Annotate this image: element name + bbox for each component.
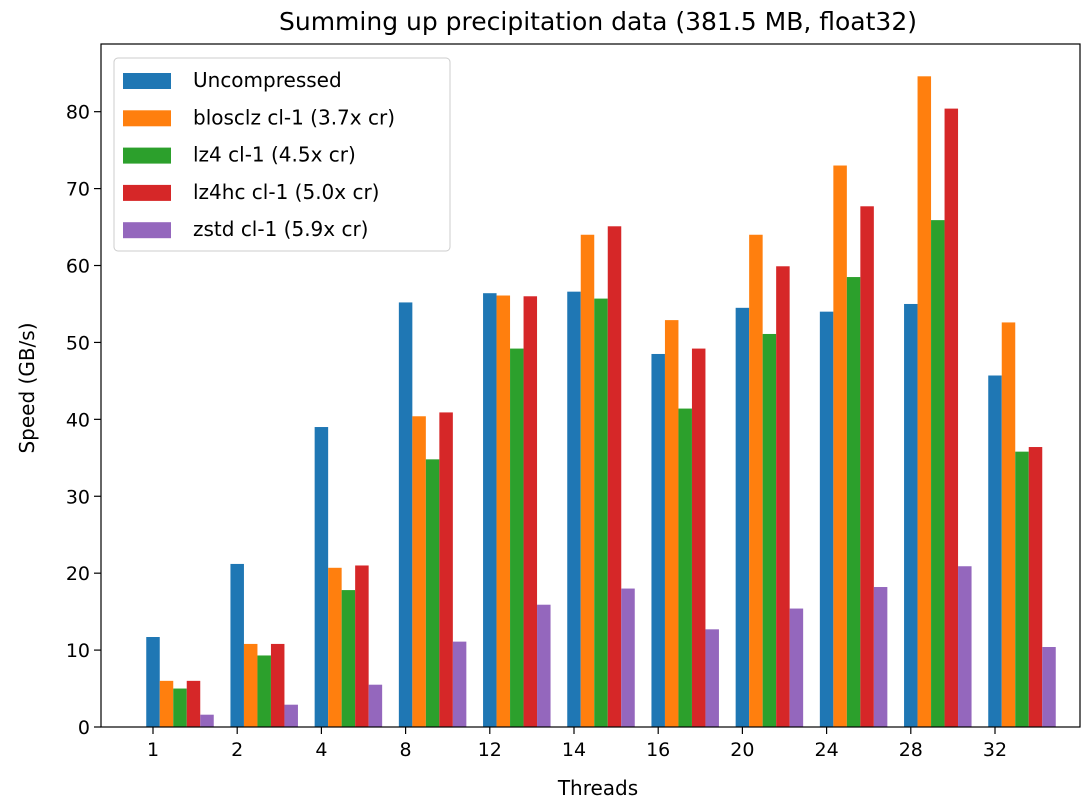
bar-series-4-28 (944, 108, 959, 728)
y-tick-label: 80 (66, 102, 90, 124)
y-tick-label: 0 (78, 717, 90, 739)
bar-series-4-1 (186, 680, 201, 727)
legend-swatch (123, 222, 171, 239)
bar-series-3-8 (425, 459, 440, 727)
legend: Uncompressed blosclz cl-1 (3.7x cr) lz4 cl… (113, 57, 451, 252)
bar-series-2-12 (496, 295, 511, 727)
x-tick-label: 2 (231, 739, 243, 761)
legend-box (113, 57, 451, 252)
bar-series-1-1 (146, 637, 160, 727)
legend-label: lz4hc cl-1 (5.0x cr) (193, 180, 379, 204)
bar-series-5-2 (284, 704, 298, 727)
x-tick-label: 8 (400, 739, 412, 761)
bar-series-4-14 (607, 226, 622, 728)
legend-label: blosclz cl-1 (3.7x cr) (193, 105, 395, 129)
x-tick-label: 16 (646, 739, 670, 761)
bar-series-3-20 (762, 333, 777, 727)
bar-series-2-16 (664, 320, 679, 727)
bar-series-2-2 (243, 643, 258, 727)
bar-series-1-8 (398, 302, 413, 727)
bar-series-1-16 (651, 353, 665, 727)
bar-series-4-12 (523, 296, 538, 727)
legend-swatch (123, 110, 171, 127)
bar-series-3-16 (678, 408, 692, 727)
bar-series-5-14 (621, 588, 635, 727)
y-axis-label: Speed (GB/s) (15, 322, 39, 453)
bar-series-3-24 (846, 277, 861, 727)
bar-series-3-1 (173, 688, 187, 727)
y-tick-label: 60 (66, 256, 90, 278)
bar-series-1-12 (483, 293, 497, 727)
plot-frame (100, 43, 1081, 728)
bar-series-2-24 (833, 165, 847, 727)
y-tick-label: 50 (66, 332, 90, 354)
bar-series-5-8 (452, 641, 467, 728)
y-tick-label: 30 (66, 486, 90, 508)
bars-layer (146, 76, 1056, 728)
bar-series-1-2 (230, 563, 244, 727)
y-tick-label: 70 (66, 179, 90, 201)
x-tick-label: 4 (315, 739, 327, 761)
y-tick-label: 40 (66, 409, 90, 431)
bar-series-5-20 (789, 608, 804, 727)
bar-series-4-4 (355, 565, 369, 727)
x-tick-label: 24 (815, 739, 839, 761)
bar-series-1-4 (314, 427, 329, 727)
bar-series-3-4 (341, 590, 356, 727)
legend-label: lz4 cl-1 (4.5x cr) (193, 143, 356, 167)
x-tick-label: 28 (899, 739, 923, 761)
bar-series-1-24 (819, 311, 834, 727)
bar-series-3-12 (510, 348, 524, 727)
bar-series-5-28 (958, 566, 972, 727)
bar-series-3-14 (594, 298, 608, 727)
bar-series-1-28 (904, 303, 918, 727)
bar-series-2-14 (580, 234, 595, 727)
bar-series-2-28 (917, 76, 932, 728)
bar-series-1-32 (988, 375, 1002, 727)
x-tick-label: 32 (983, 739, 1007, 761)
bar-series-5-4 (368, 684, 383, 727)
x-tick-label: 14 (562, 739, 586, 761)
bar-series-2-4 (328, 567, 342, 727)
bar-series-4-16 (691, 348, 706, 727)
bar-series-3-28 (931, 220, 945, 727)
y-tick-label: 20 (66, 563, 90, 585)
x-tick-label: 12 (478, 739, 502, 761)
x-tick-label: 1 (147, 739, 159, 761)
bar-series-5-16 (705, 629, 719, 727)
legend-swatch (123, 73, 171, 89)
x-tick-label: 20 (730, 739, 754, 761)
bar-series-5-32 (1042, 647, 1056, 727)
bar-series-2-20 (749, 234, 763, 727)
bar-series-3-2 (257, 655, 271, 727)
x-axis-label: Threads (557, 776, 638, 800)
bar-series-4-24 (860, 206, 874, 728)
bar-series-4-8 (439, 412, 453, 727)
bar-series-4-2 (270, 643, 285, 727)
bar-series-5-24 (873, 587, 888, 727)
bar-series-1-20 (735, 307, 750, 727)
bar-series-5-1 (200, 714, 214, 727)
bar-series-1-14 (567, 291, 581, 727)
bar-series-4-20 (776, 266, 790, 727)
legend-swatch (123, 147, 171, 164)
bar-series-2-1 (159, 680, 174, 727)
legend-label: Uncompressed (193, 68, 342, 92)
y-tick-label: 10 (66, 640, 90, 662)
bar-series-5-12 (537, 604, 551, 727)
bar-series-3-32 (1015, 451, 1029, 727)
bar-series-2-8 (412, 416, 426, 727)
bar-series-2-32 (1001, 322, 1016, 727)
legend-label: zstd cl-1 (5.9x cr) (193, 217, 369, 241)
legend-swatch (123, 184, 171, 201)
bar-series-4-32 (1028, 447, 1043, 727)
chart-title: Summing up precipitation data (381.5 MB,… (279, 7, 917, 36)
